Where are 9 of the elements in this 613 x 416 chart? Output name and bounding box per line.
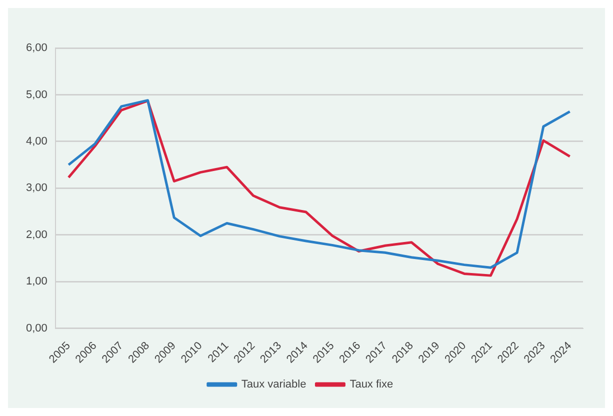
y-tick-label: 4,00 (26, 135, 48, 148)
y-tick-label: 3,00 (26, 182, 48, 194)
legend-label: Taux variable (241, 378, 306, 391)
y-tick-label: 2,00 (26, 228, 48, 241)
y-tick-label: 6,00 (26, 42, 48, 54)
y-tick-label: 5,00 (26, 88, 48, 101)
legend-label: Taux fixe (350, 378, 394, 391)
y-tick-label: 0,00 (26, 322, 48, 334)
y-tick-label: 1,00 (26, 276, 48, 288)
